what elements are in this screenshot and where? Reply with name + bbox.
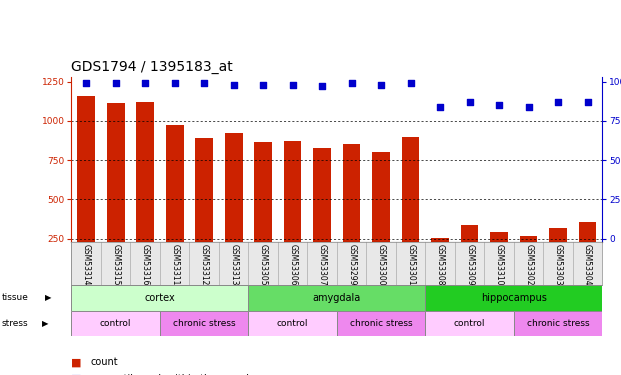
Text: ■: ■ bbox=[71, 357, 86, 367]
Text: GSM53308: GSM53308 bbox=[436, 244, 445, 285]
Text: amygdala: amygdala bbox=[313, 293, 361, 303]
Text: cortex: cortex bbox=[145, 293, 175, 303]
Text: GSM53313: GSM53313 bbox=[229, 244, 238, 285]
Point bbox=[288, 82, 297, 88]
Point bbox=[406, 80, 415, 86]
Text: chronic stress: chronic stress bbox=[173, 319, 235, 328]
FancyBboxPatch shape bbox=[248, 285, 425, 310]
FancyBboxPatch shape bbox=[71, 285, 248, 310]
Text: GSM53304: GSM53304 bbox=[583, 244, 592, 285]
Bar bbox=[491, 232, 508, 242]
Text: control: control bbox=[100, 319, 132, 328]
Text: GDS1794 / 1395183_at: GDS1794 / 1395183_at bbox=[71, 60, 233, 75]
Text: GSM53315: GSM53315 bbox=[111, 244, 120, 285]
Text: GSM53309: GSM53309 bbox=[465, 244, 474, 285]
Text: GSM53311: GSM53311 bbox=[170, 244, 179, 285]
FancyBboxPatch shape bbox=[248, 310, 337, 336]
Bar bbox=[343, 144, 360, 242]
Point bbox=[494, 102, 504, 108]
Bar bbox=[402, 136, 419, 242]
Bar bbox=[431, 238, 449, 242]
Point bbox=[111, 80, 120, 86]
Point bbox=[347, 80, 356, 86]
Point bbox=[170, 80, 179, 86]
Text: ▶: ▶ bbox=[45, 293, 51, 302]
FancyBboxPatch shape bbox=[514, 310, 602, 336]
Text: GSM53302: GSM53302 bbox=[524, 244, 533, 285]
Point bbox=[199, 80, 209, 86]
Text: percentile rank within the sample: percentile rank within the sample bbox=[90, 374, 255, 375]
Point bbox=[553, 99, 563, 105]
Text: control: control bbox=[454, 319, 486, 328]
Point bbox=[376, 82, 386, 88]
Point bbox=[81, 80, 91, 86]
Text: GSM53301: GSM53301 bbox=[406, 244, 415, 285]
Point bbox=[258, 82, 268, 88]
Bar bbox=[284, 141, 302, 242]
Text: GSM53305: GSM53305 bbox=[259, 244, 268, 285]
Point bbox=[582, 99, 592, 105]
Text: GSM53312: GSM53312 bbox=[200, 244, 209, 285]
Bar bbox=[107, 103, 124, 242]
FancyBboxPatch shape bbox=[160, 310, 248, 336]
Text: count: count bbox=[90, 357, 117, 367]
Bar bbox=[78, 96, 95, 242]
Text: GSM53307: GSM53307 bbox=[318, 244, 327, 285]
Point bbox=[140, 80, 150, 86]
Text: chronic stress: chronic stress bbox=[527, 319, 589, 328]
Bar bbox=[520, 236, 538, 242]
Bar bbox=[225, 133, 242, 242]
Text: GSM53310: GSM53310 bbox=[495, 244, 504, 285]
Text: hippocampus: hippocampus bbox=[481, 293, 547, 303]
Text: GSM53314: GSM53314 bbox=[82, 244, 91, 285]
Bar bbox=[461, 225, 478, 242]
Bar bbox=[137, 102, 154, 242]
Text: ■: ■ bbox=[71, 374, 86, 375]
Text: GSM53300: GSM53300 bbox=[377, 244, 386, 285]
Bar bbox=[166, 125, 184, 242]
Text: tissue: tissue bbox=[1, 293, 28, 302]
Point bbox=[229, 82, 238, 88]
Text: GSM53303: GSM53303 bbox=[554, 244, 563, 285]
Point bbox=[524, 104, 533, 110]
Text: GSM53299: GSM53299 bbox=[347, 244, 356, 285]
Bar bbox=[549, 228, 567, 242]
Bar bbox=[372, 152, 390, 242]
Text: ▶: ▶ bbox=[42, 319, 48, 328]
Text: GSM53316: GSM53316 bbox=[141, 244, 150, 285]
Bar bbox=[255, 142, 272, 242]
FancyBboxPatch shape bbox=[337, 310, 425, 336]
Bar bbox=[579, 222, 597, 242]
Text: GSM53306: GSM53306 bbox=[288, 244, 297, 285]
Point bbox=[435, 104, 445, 110]
Bar bbox=[314, 148, 331, 242]
Point bbox=[465, 99, 474, 105]
Text: chronic stress: chronic stress bbox=[350, 319, 412, 328]
Point bbox=[317, 83, 327, 89]
Text: stress: stress bbox=[1, 319, 28, 328]
Text: control: control bbox=[277, 319, 309, 328]
FancyBboxPatch shape bbox=[425, 310, 514, 336]
Bar bbox=[195, 138, 213, 242]
FancyBboxPatch shape bbox=[425, 285, 602, 310]
FancyBboxPatch shape bbox=[71, 310, 160, 336]
